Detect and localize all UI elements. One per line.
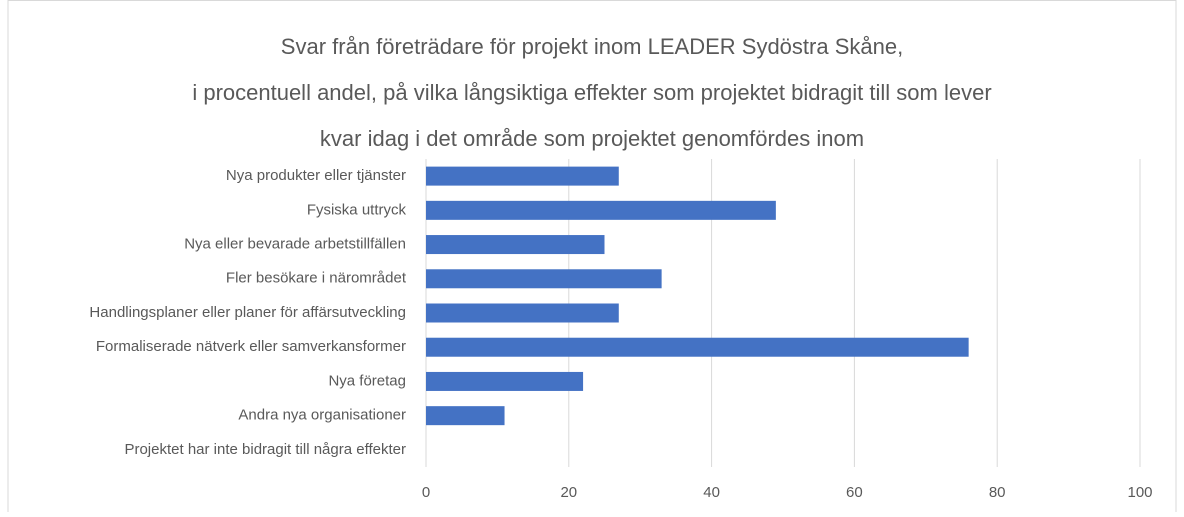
x-tick-label: 60 xyxy=(846,484,863,501)
bar xyxy=(426,200,776,220)
y-tick-label: Fysiska uttryck xyxy=(307,201,407,218)
chart-frame xyxy=(7,0,1177,517)
y-tick-label: Projektet har inte bidragit till några e… xyxy=(124,441,406,458)
y-tick-label: Nya eller bevarade arbetstillfällen xyxy=(184,236,406,253)
y-tick-label: Nya företag xyxy=(328,372,406,389)
chart-title: Svar från företrädare för projekt inom L… xyxy=(281,34,903,59)
x-tick-label: 80 xyxy=(989,484,1006,501)
x-tick-label: 40 xyxy=(703,484,720,501)
y-tick-label: Nya produkter eller tjänster xyxy=(226,167,406,184)
chart-title: i procentuell andel, på vilka långsiktig… xyxy=(192,80,991,105)
y-tick-label: Formaliserade nätverk eller samverkansfo… xyxy=(96,338,406,355)
y-tick-label: Andra nya organisationer xyxy=(238,407,406,424)
bar xyxy=(426,337,969,357)
bar xyxy=(426,269,662,289)
bar xyxy=(426,371,584,391)
x-tick-label: 100 xyxy=(1127,484,1152,501)
x-tick-label: 20 xyxy=(560,484,577,501)
bar xyxy=(426,166,619,186)
bar xyxy=(426,235,605,255)
bar xyxy=(426,303,619,323)
chart-title: kvar idag i det område som projektet gen… xyxy=(320,126,864,151)
y-tick-label: Handlingsplaner eller planer för affärsu… xyxy=(89,304,406,321)
x-tick-label: 0 xyxy=(422,484,430,501)
bar xyxy=(426,406,505,426)
y-tick-label: Fler besökare i närområdet xyxy=(226,270,407,287)
